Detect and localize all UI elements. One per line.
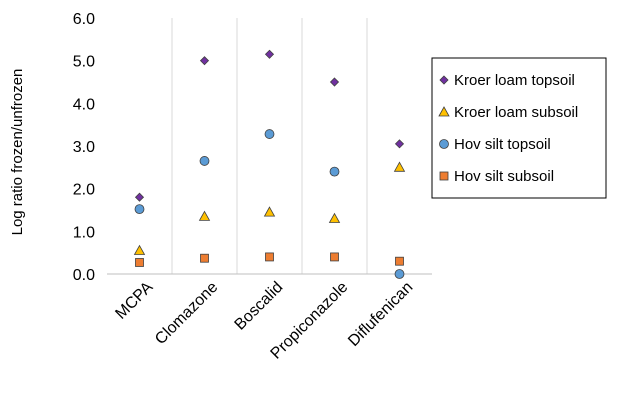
legend-entry-label: Hov silt subsoil — [454, 168, 554, 185]
data-point — [200, 253, 209, 263]
y-tick-label: 4.0 — [73, 96, 95, 113]
data-point — [329, 77, 340, 87]
legend-marker — [438, 106, 450, 117]
x-tick-label: Diflufenican — [345, 279, 416, 350]
legend-marker — [439, 75, 449, 85]
legend-marker — [439, 139, 449, 149]
data-point — [394, 269, 405, 279]
data-point — [135, 258, 144, 267]
y-tick-label: 5.0 — [73, 54, 95, 71]
data-point — [199, 156, 210, 166]
data-point — [134, 192, 145, 202]
legend-box — [431, 57, 607, 199]
legend-entry-label: Kroer loam topsoil — [454, 72, 575, 89]
data-point — [133, 244, 146, 255]
data-point — [330, 252, 339, 262]
data-point — [393, 161, 406, 172]
data-point — [394, 139, 405, 149]
grid-layer — [171, 18, 368, 274]
legend-entry-label: Hov silt topsoil — [454, 136, 551, 153]
data-point — [134, 204, 145, 215]
data-point — [264, 129, 275, 139]
data-point — [263, 206, 276, 217]
legend-marker — [439, 171, 449, 181]
data-point — [328, 212, 341, 223]
y-tick-label: 0.0 — [73, 267, 95, 284]
y-axis-label: Log ratio frozen/unfrozen — [9, 69, 26, 236]
y-tick-label: 2.0 — [73, 182, 95, 199]
y-tick-label: 3.0 — [73, 139, 95, 156]
data-point — [199, 56, 210, 66]
data-point — [265, 252, 274, 262]
data-point — [329, 166, 340, 177]
y-tick-label: 1.0 — [73, 224, 95, 241]
marks-layer — [133, 49, 406, 279]
x-tick-label: Boscalid — [232, 279, 287, 334]
x-tick-label: MCPA — [112, 279, 156, 323]
x-tick-label: Clomazone — [152, 279, 221, 348]
data-point — [264, 49, 275, 59]
legend: Kroer loam topsoil Kroer loam subsoil Hov … — [431, 57, 607, 199]
data-point — [198, 210, 211, 221]
y-tick-label: 6.0 — [73, 11, 95, 28]
data-point — [395, 256, 404, 266]
legend-entry-label: Kroer loam subsoil — [454, 104, 578, 121]
